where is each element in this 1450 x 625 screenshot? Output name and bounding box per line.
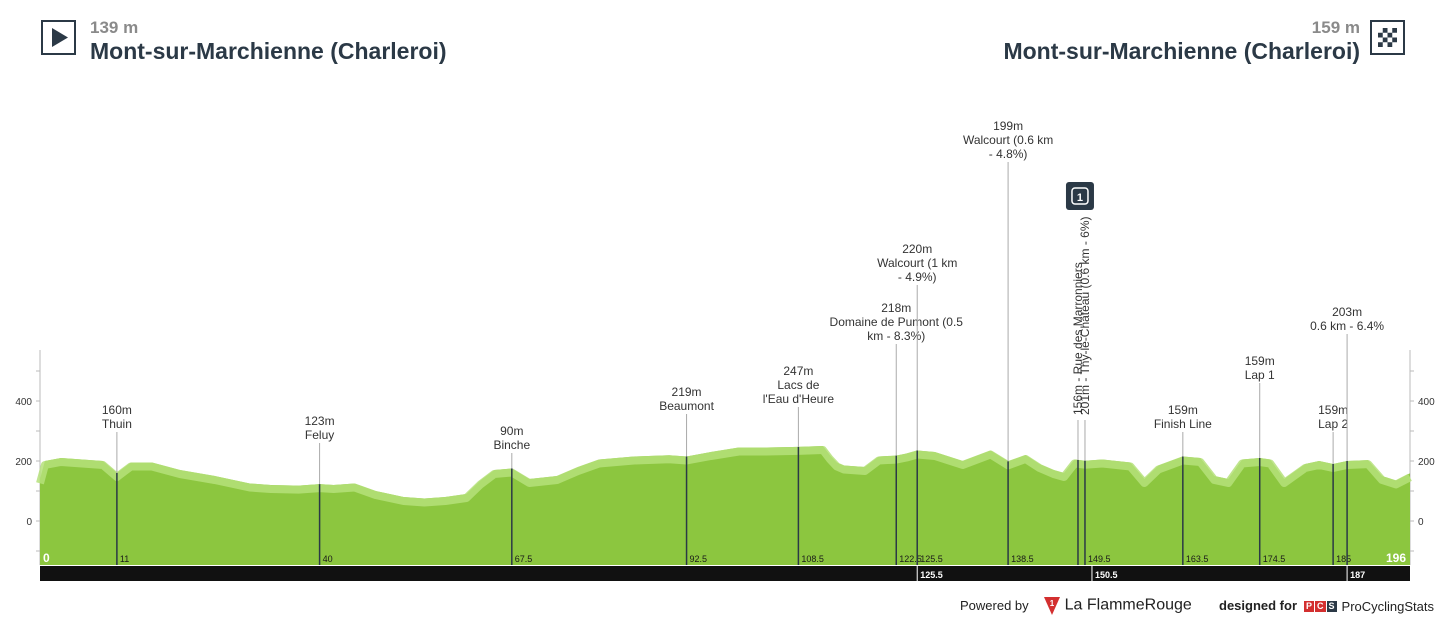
km-band-label: 187 — [1350, 570, 1365, 580]
climb-km-label: 138.5 — [1011, 554, 1034, 564]
finish-icon-box — [1370, 20, 1405, 55]
climb-km-label: 163.5 — [1186, 554, 1209, 564]
designed-for-text: designed for — [1219, 598, 1298, 613]
climb-altitude-label: 159m — [1318, 403, 1348, 417]
climb-name-label: Walcourt (1 km — [877, 256, 957, 270]
checkered-flag-icon — [1378, 28, 1397, 47]
climb-km-label: 40 — [323, 554, 333, 564]
climb-label-vertical: 201m - Thy-le-Château (0.6 km - 6%) — [1078, 216, 1092, 415]
climb-altitude-label: 90m — [500, 424, 523, 438]
climb-name-label: 0.6 km - 6.4% — [1310, 319, 1384, 333]
svg-text:1: 1 — [1050, 599, 1055, 608]
finish-altitude: 159 m — [1311, 18, 1360, 37]
badge-number: 1 — [1077, 192, 1083, 204]
climb-km-label: 108.5 — [801, 554, 824, 564]
km-band: 125.5 150.5 187 — [40, 566, 1410, 581]
flamme-rouge-icon: 1 — [1044, 597, 1060, 615]
finish-km-label: 196 — [1386, 551, 1406, 565]
flamme-rouge-brand: La FlammeRouge — [1064, 596, 1192, 614]
climb-km-label: 185 — [1336, 554, 1351, 564]
climb-altitude-label: 220m — [902, 242, 932, 256]
elevation-area — [36, 446, 1412, 565]
climb-km-label: 11 — [120, 554, 129, 564]
climb-name-label: km - 8.3%) — [867, 329, 925, 343]
climb-label-vertical: 156m - Rue des Marronniers — [1071, 262, 1085, 415]
climb-altitude-label: 123m — [305, 414, 335, 428]
y-tick-label-left: 400 — [15, 397, 32, 408]
badge-inner — [1071, 187, 1089, 205]
powered-by-text: Powered by — [960, 598, 1029, 613]
y-tick-label-left: 0 — [26, 517, 32, 528]
pcs-letter-c: C — [1315, 601, 1326, 613]
climb-altitude-label: 199m — [993, 119, 1023, 133]
climb-name-label: Binche — [493, 438, 530, 452]
climb-km-label: 92.5 — [690, 554, 708, 564]
climb-marker: 156m - Rue des Marronniers — [1071, 262, 1085, 565]
y-tick-label-left: 200 — [15, 457, 32, 468]
climb-altitude-label: 159m — [1168, 403, 1198, 417]
climb-altitude-label: 218m — [881, 301, 911, 315]
climb-name-label: Finish Line — [1154, 417, 1212, 431]
finish-location: Mont-sur-Marchienne (Charleroi) — [1003, 38, 1360, 64]
start-header: 139 m Mont-sur-Marchienne (Charleroi) — [90, 18, 447, 64]
climb-km-label: 125.5 — [920, 554, 943, 564]
pcs-name: ProCyclingStats — [1341, 599, 1435, 615]
climb-altitude-label: 160m — [102, 403, 132, 417]
pcs-letter-p: P — [1304, 601, 1315, 613]
climb-name-label: Domaine de Pumont (0.5 — [830, 315, 964, 329]
start-altitude: 139 m — [90, 18, 139, 37]
km-band-label: 125.5 — [920, 570, 943, 580]
elevation-highlight — [36, 446, 1412, 507]
y-tick-label-right: 0 — [1418, 517, 1424, 528]
km-band-bar — [40, 566, 1410, 581]
climb-km-label: 149.5 — [1088, 554, 1111, 564]
finish-header: 159 m Mont-sur-Marchienne (Charleroi) — [1003, 18, 1360, 64]
start-location: Mont-sur-Marchienne (Charleroi) — [90, 38, 447, 64]
climb-altitude-label: 203m — [1332, 305, 1362, 319]
y-tick-label-right: 200 — [1418, 457, 1435, 468]
climb-category-badge: 1 — [1065, 182, 1094, 210]
pcs-letter-s: S — [1326, 601, 1337, 613]
climb-name-label: Lap 2 — [1318, 417, 1348, 431]
climb-name-label: Walcourt (0.6 km — [963, 133, 1053, 147]
y-tick-label-right: 400 — [1418, 397, 1435, 408]
climb-name-label: l'Eau d'Heure — [763, 392, 835, 406]
climb-name-label: Feluy — [305, 428, 334, 442]
km-band-label: 150.5 — [1095, 570, 1118, 580]
climb-name-label: - 4.8%) — [989, 147, 1028, 161]
flamme-rouge-logo[interactable]: 1 La FlammeRouge — [1043, 596, 1192, 616]
climb-name-label: - 4.9%) — [898, 270, 937, 284]
climb-altitude-label: 219m — [672, 385, 702, 399]
climb-altitude-label: 247m — [783, 364, 813, 378]
climb-name-label: Lap 1 — [1245, 368, 1275, 382]
climb-marker: 201m - Thy-le-Château (0.6 km - 6%) 149.5 — [1078, 216, 1111, 565]
climb-name-label: Beaumont — [659, 399, 714, 413]
climb-km-label: 67.5 — [515, 554, 533, 564]
climb-altitude-label: 159m — [1245, 354, 1275, 368]
climb-km-label: 174.5 — [1263, 554, 1286, 564]
climb-name-label: Thuin — [102, 417, 132, 431]
start-icon-box — [41, 20, 76, 55]
play-icon — [52, 28, 68, 47]
climb-name-label: Lacs de — [777, 378, 819, 392]
pcs-logo[interactable]: P C S ProCyclingStats — [1304, 598, 1434, 614]
climb-km-label: 122.5 — [899, 554, 922, 564]
start-km-label: 0 — [43, 551, 50, 565]
